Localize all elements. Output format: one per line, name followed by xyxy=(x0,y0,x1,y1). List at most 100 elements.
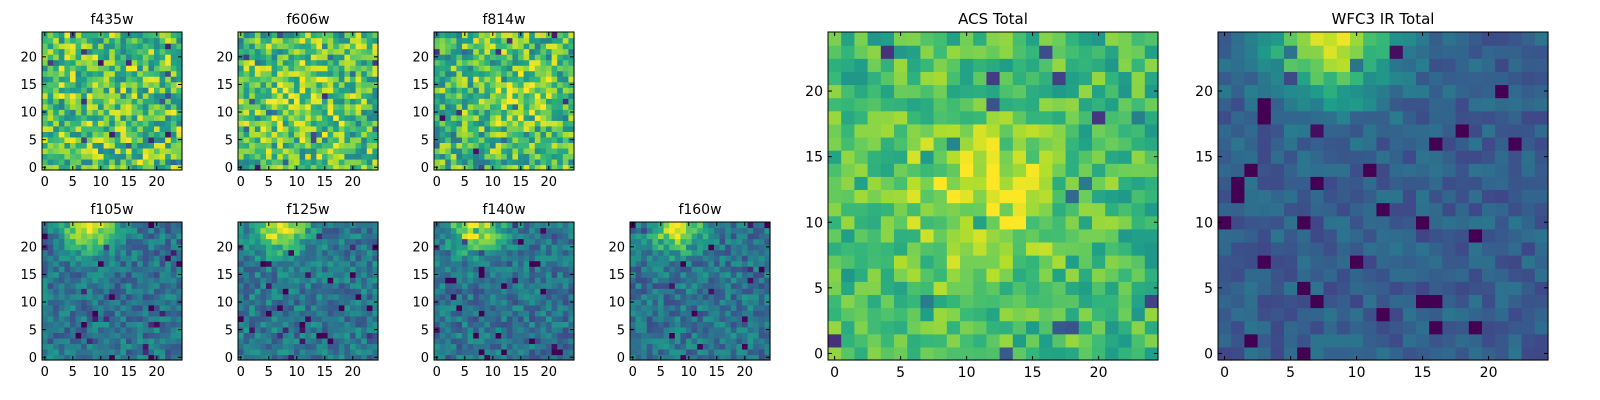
heatmap-cell xyxy=(294,65,301,72)
heatmap-cell xyxy=(120,260,127,267)
heatmap-cell xyxy=(372,233,379,240)
heatmap-cell xyxy=(148,103,155,110)
heatmap-cell xyxy=(960,294,974,309)
heatmap-cell xyxy=(254,310,261,317)
heatmap-cell xyxy=(109,103,116,110)
heatmap-cell xyxy=(534,153,541,160)
y-tick-label: 10 xyxy=(216,296,233,311)
heatmap-cell xyxy=(714,238,721,245)
heatmap-cell xyxy=(439,354,446,361)
heatmap-cell xyxy=(467,293,474,300)
heatmap-cell xyxy=(103,260,110,267)
heatmap-cell xyxy=(467,98,474,105)
heatmap-cell xyxy=(674,310,681,317)
heatmap-cell xyxy=(758,310,765,317)
heatmap-cell xyxy=(473,120,480,127)
heatmap-cell xyxy=(434,277,441,284)
heatmap-cell xyxy=(540,43,547,50)
heatmap-cell xyxy=(506,92,513,99)
heatmap-cell xyxy=(131,158,138,166)
heatmap-cell xyxy=(350,103,357,110)
heatmap-cell xyxy=(946,333,961,348)
heatmap-cell xyxy=(159,282,166,289)
heatmap-cell xyxy=(355,282,362,289)
heatmap-cell xyxy=(1105,189,1119,204)
heatmap-cell xyxy=(456,249,463,256)
heatmap-cell xyxy=(361,354,368,361)
heatmap-cell xyxy=(372,98,379,105)
heatmap-cell xyxy=(271,266,278,273)
heatmap-cell xyxy=(523,114,530,121)
heatmap-cell xyxy=(299,54,306,61)
heatmap-cell xyxy=(260,120,267,127)
heatmap-cell xyxy=(114,37,121,44)
heatmap-cell xyxy=(142,288,149,295)
heatmap-cell xyxy=(512,32,519,39)
heatmap-cell xyxy=(708,348,715,356)
heatmap-cell xyxy=(557,260,564,267)
heatmap-cell xyxy=(490,244,497,251)
heatmap-cell xyxy=(294,114,301,121)
heatmap-cell xyxy=(103,332,110,339)
heatmap-cell xyxy=(42,43,49,50)
heatmap-cell xyxy=(366,222,373,229)
heatmap-cell xyxy=(338,271,345,278)
heatmap-cell xyxy=(58,332,65,339)
heatmap-cell xyxy=(316,249,323,256)
heatmap-cell xyxy=(484,114,491,121)
heatmap-cell xyxy=(635,233,642,240)
heatmap-cell xyxy=(473,348,480,356)
heatmap-cell xyxy=(299,332,306,339)
heatmap-cell xyxy=(86,332,93,339)
heatmap-cell xyxy=(137,293,144,300)
heatmap-cell xyxy=(1026,163,1040,177)
heatmap-cell xyxy=(42,131,49,138)
heatmap-cell xyxy=(658,332,665,339)
heatmap-cell xyxy=(310,249,317,256)
heatmap-cell xyxy=(933,281,948,295)
heatmap-cell xyxy=(288,299,295,306)
heatmap-cell xyxy=(562,81,569,88)
heatmap-cell xyxy=(546,348,553,356)
heatmap-cell xyxy=(540,255,547,262)
heatmap-cell xyxy=(946,215,961,230)
heatmap-cell xyxy=(277,310,284,317)
heatmap-cell xyxy=(473,136,480,143)
heatmap-cell xyxy=(697,244,704,251)
heatmap-cell xyxy=(456,153,463,160)
heatmap-cell xyxy=(165,343,172,350)
heatmap-cell xyxy=(299,343,306,350)
heatmap-cell xyxy=(562,288,569,295)
heatmap-cell xyxy=(1105,333,1119,348)
heatmap-cell xyxy=(92,326,99,333)
heatmap-cell xyxy=(333,244,340,251)
heatmap-cell xyxy=(439,310,446,317)
heatmap-cell xyxy=(456,114,463,121)
x-tick-label: 15 xyxy=(121,365,138,380)
heatmap-cell xyxy=(540,37,547,44)
heatmap-cell xyxy=(271,43,278,50)
heatmap-cell xyxy=(327,244,334,251)
heatmap-cell xyxy=(501,114,508,121)
heatmap-cell xyxy=(445,326,452,333)
heatmap-cell xyxy=(137,32,144,39)
heatmap-cell xyxy=(880,346,895,361)
heatmap-cell xyxy=(907,202,921,217)
heatmap-cell xyxy=(176,227,183,234)
heatmap-cell xyxy=(484,153,491,160)
heatmap-cell xyxy=(131,293,138,300)
heatmap-cell xyxy=(529,76,536,83)
heatmap-cell xyxy=(702,299,709,306)
heatmap-cell xyxy=(1131,320,1146,335)
heatmap-cell xyxy=(484,147,491,155)
heatmap-cell xyxy=(42,282,49,289)
heatmap-cell xyxy=(42,120,49,127)
heatmap-cell xyxy=(137,354,144,361)
heatmap-cell xyxy=(109,293,116,300)
heatmap-cell xyxy=(249,249,256,256)
heatmap-cell xyxy=(434,249,441,256)
heatmap-cell xyxy=(86,343,93,350)
heatmap-cell xyxy=(338,310,345,317)
